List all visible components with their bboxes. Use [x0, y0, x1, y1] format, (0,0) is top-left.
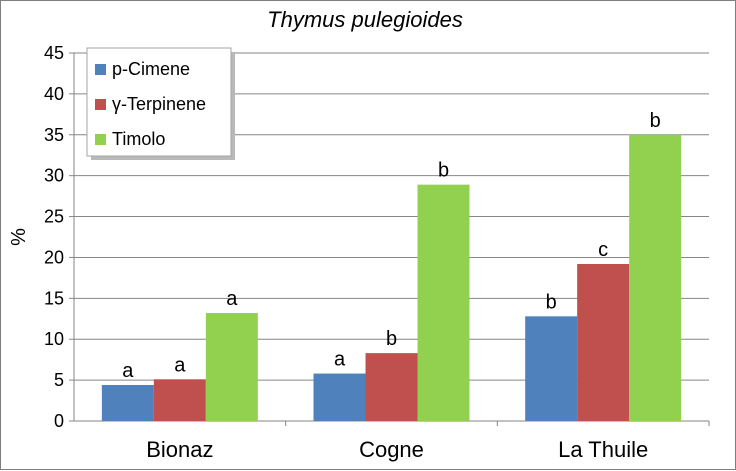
y-axis-label: %: [8, 228, 30, 246]
data-label: b: [386, 328, 397, 350]
data-label: a: [174, 354, 186, 376]
y-tick-label: 40: [44, 84, 64, 104]
bar--terpinene: [577, 263, 630, 421]
y-tick-label: 30: [44, 166, 64, 186]
legend-swatch: [95, 99, 106, 110]
y-tick-label: 10: [44, 329, 64, 349]
bar--terpinene: [153, 379, 206, 421]
legend-label: γ-Terpinene: [112, 94, 206, 114]
axes: 0 5 10 15 20 25 30 35 40 45 Bionaz Cogne La Thuile: [44, 43, 710, 462]
category-label: La Thuile: [558, 437, 648, 462]
bar-p-cimene: [101, 385, 154, 421]
legend-swatch: [95, 134, 106, 145]
bar-p-cimene: [313, 373, 366, 421]
bars: [101, 134, 682, 421]
y-tick-label: 0: [54, 411, 64, 431]
legend-label: p-Cimene: [112, 59, 190, 79]
legend-label: Timolo: [112, 129, 165, 149]
y-tick-label: 25: [44, 207, 64, 227]
y-tick-label: 35: [44, 125, 64, 145]
legend-swatch: [95, 64, 106, 75]
data-label: a: [226, 288, 238, 310]
bar-timolo: [629, 134, 682, 421]
bar-timolo: [417, 184, 470, 421]
legend-box: [86, 47, 232, 157]
data-labels: a a a a b b b c b: [122, 110, 660, 382]
category-label: Cogne: [359, 437, 424, 462]
y-tick-label: 20: [44, 247, 64, 267]
bar-timolo: [205, 313, 258, 421]
bar--terpinene: [365, 353, 418, 421]
data-label: a: [122, 360, 134, 382]
data-label: c: [598, 239, 608, 261]
bar-p-cimene: [525, 316, 578, 421]
data-label: b: [650, 110, 661, 132]
chart-title: Thymus pulegioides: [267, 7, 463, 32]
data-label: b: [546, 291, 557, 313]
y-tick-label: 15: [44, 288, 64, 308]
y-tick-label: 5: [54, 370, 64, 390]
data-label: b: [438, 160, 449, 182]
category-label: Bionaz: [146, 437, 213, 462]
y-tick-label: 45: [44, 43, 64, 63]
legend: p-Cimene γ-Terpinene Timolo: [86, 47, 235, 160]
data-label: a: [334, 349, 346, 371]
